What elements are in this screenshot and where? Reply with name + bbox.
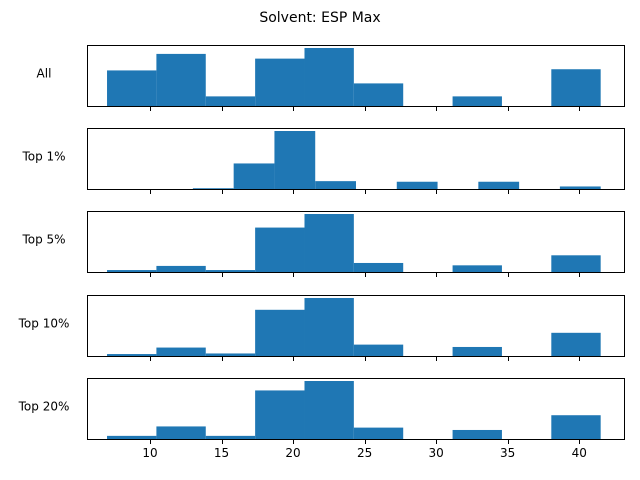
histogram-bar (107, 270, 157, 273)
axes-frame (87, 295, 625, 357)
panels: All Top 1% Top 5% Top 10% Top 20% 10 15 20 25 30 3… (18, 45, 625, 460)
histogram-bar (255, 309, 305, 357)
histogram-bar (559, 186, 601, 190)
x-tick-label: 10 (142, 446, 157, 460)
histogram-bar (107, 435, 157, 440)
histogram-bar (304, 298, 354, 357)
panel-3: Top 5% (21, 211, 625, 277)
histogram-bar (255, 390, 305, 440)
histogram-bar (353, 83, 404, 107)
panel-5: Top 20% 10 15 20 25 30 35 40 (18, 378, 625, 460)
histogram-bar (304, 214, 354, 273)
panel-label: Top 5% (21, 233, 65, 247)
histogram-bar (255, 227, 305, 273)
histogram-bar (156, 347, 206, 357)
histogram-bar (233, 163, 275, 190)
histogram-bar (156, 426, 206, 440)
panel-4: Top 10% (18, 295, 625, 361)
histogram-bar (205, 353, 256, 357)
x-tick-label: 25 (357, 446, 372, 460)
histogram-bar (353, 427, 404, 440)
x-tick-label: 40 (572, 446, 587, 460)
panel-1: All (37, 45, 625, 111)
axes-frame (87, 378, 625, 440)
histogram-bar (452, 265, 502, 273)
panel-2: Top 1% (21, 128, 625, 194)
panel-label: All (37, 67, 52, 81)
histogram-bar (274, 131, 316, 190)
histogram-bar (304, 48, 354, 107)
x-tick-label: 35 (500, 446, 515, 460)
histogram-bar (107, 354, 157, 357)
histogram-bar (551, 332, 601, 357)
histogram-bar (255, 58, 305, 107)
x-tick-label: 20 (285, 446, 300, 460)
histogram-bar (452, 96, 502, 107)
histogram-bar (551, 415, 601, 440)
panel-label: Top 10% (18, 317, 70, 331)
histogram-bar (551, 69, 601, 107)
panel-label: Top 20% (18, 400, 70, 414)
histogram-bar (205, 435, 256, 440)
histogram-bar (478, 181, 520, 190)
histogram-bar (205, 96, 256, 107)
histogram-bar (452, 429, 502, 440)
histogram-bar (205, 270, 256, 273)
histogram-bar (452, 346, 502, 357)
histogram-bar (156, 53, 206, 107)
axes-frame (87, 45, 625, 107)
histogram-bar (353, 262, 404, 273)
histogram-bar (304, 381, 354, 440)
x-tick-label: 30 (428, 446, 443, 460)
histogram-bar (353, 344, 404, 357)
histogram-bar (107, 70, 157, 107)
x-tick-label: 15 (214, 446, 229, 460)
histogram-bar (551, 255, 601, 273)
histogram-bar (156, 265, 206, 273)
histogram-bar (396, 181, 438, 190)
axes-frame (87, 128, 625, 190)
axes-frame (87, 211, 625, 273)
histogram-bar (315, 181, 356, 190)
panel-label: Top 1% (21, 150, 65, 164)
chart-title: Solvent: ESP Max (259, 10, 380, 26)
